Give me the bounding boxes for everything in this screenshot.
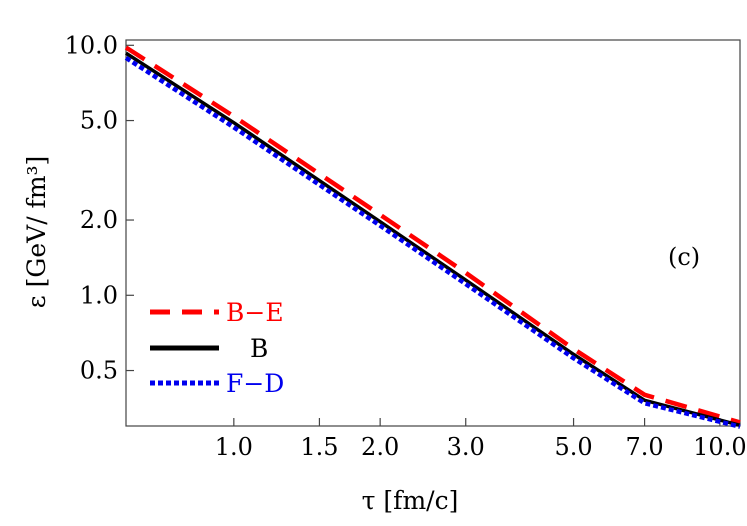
x-tick-label-1: 1.5 <box>300 433 338 461</box>
legend-label-fd: F−D <box>226 369 284 398</box>
series-line-1 <box>125 51 741 427</box>
series-lines <box>124 45 741 429</box>
x-tick-label-6: 10.0 <box>693 433 746 461</box>
x-axis-title: τ [fm/c] <box>362 486 459 515</box>
series-line-0 <box>124 45 741 425</box>
x-tick-label-4: 5.0 <box>554 433 592 461</box>
y-tick-label-4: 10.0 <box>65 31 118 59</box>
x-tick-label-3: 3.0 <box>447 433 485 461</box>
legend-label-b: B <box>250 334 268 363</box>
y-tick-label-0: 0.5 <box>80 357 118 385</box>
legend-label-be: B−E <box>226 298 284 327</box>
y-tick-label-3: 5.0 <box>80 107 118 135</box>
y-axis-title: ε [GeV/ fm³] <box>22 156 51 309</box>
y-axis-ticks: 0.5 1.0 2.0 5.0 10.0 <box>65 31 134 385</box>
x-axis-ticks: 1.0 1.5 2.0 3.0 5.0 7.0 10.0 <box>215 418 747 461</box>
x-tick-label-5: 7.0 <box>626 433 664 461</box>
series-line-2 <box>124 56 741 429</box>
x-tick-label-2: 2.0 <box>361 433 399 461</box>
y-tick-label-2: 2.0 <box>80 206 118 234</box>
panel-label: (c) <box>668 243 700 271</box>
legend: B−E B F−D <box>150 298 284 398</box>
plot-frame <box>125 39 741 427</box>
x-tick-label-0: 1.0 <box>215 433 253 461</box>
y-tick-label-1: 1.0 <box>80 281 118 309</box>
